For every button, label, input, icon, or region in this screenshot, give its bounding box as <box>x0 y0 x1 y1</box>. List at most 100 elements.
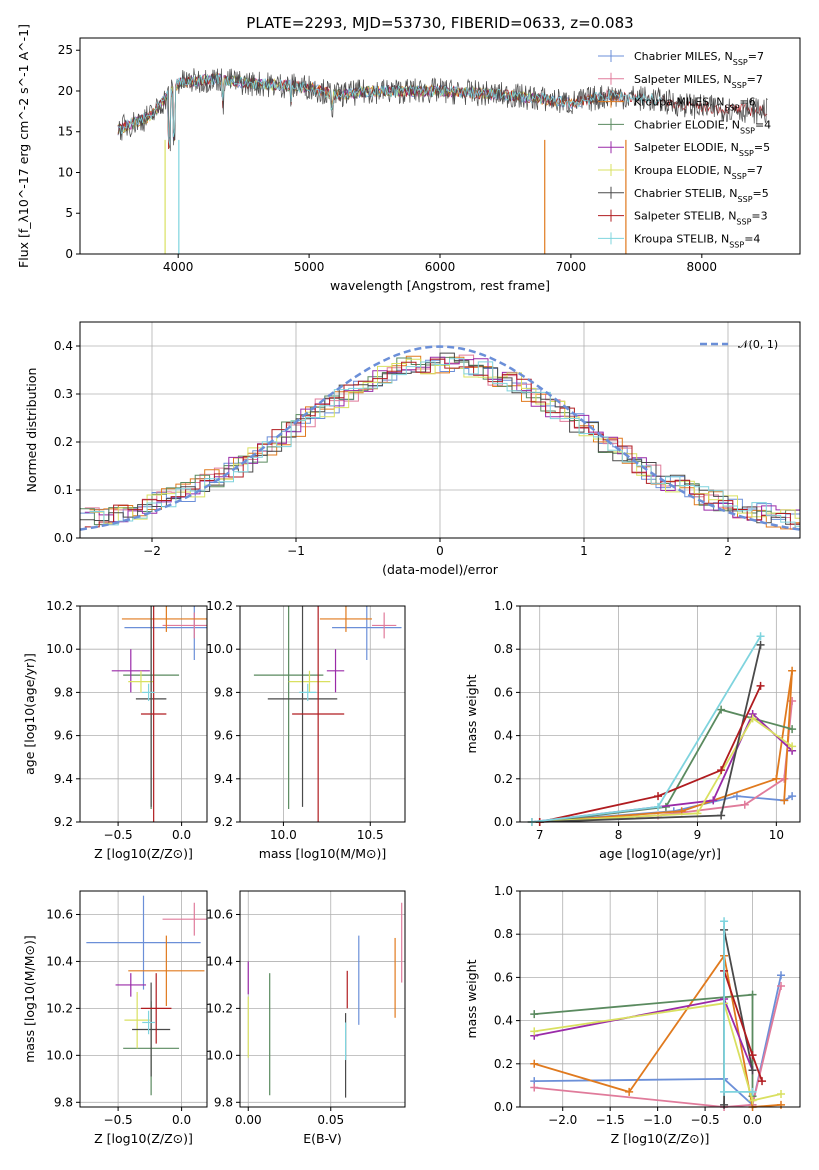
weight-vs-age-series <box>527 632 797 826</box>
weight-marker <box>748 714 757 723</box>
y-tick-label: 0.2 <box>494 1057 513 1071</box>
legend-label: Salpeter ELODIE, NSSP=5 <box>634 141 770 158</box>
weight-marker <box>625 1087 634 1096</box>
x-tick-label: 2 <box>724 544 732 558</box>
y-tick-label: 0.0 <box>494 1100 513 1114</box>
x-tick-label: 7 <box>536 828 544 842</box>
x-axis-label: Z [log10(Z/Z⊙)] <box>94 846 193 861</box>
spectrum-legend: Chabrier MILES, NSSP=7 Salpeter MILES, NS… <box>598 50 771 249</box>
mass-vs-EBV-axes: 0.00 0.05 9.8 10.0 10.2 10.4 10.6 E(B-V) <box>206 891 405 1146</box>
mass-vs-Z-points <box>86 895 207 1096</box>
weight-line <box>534 1002 782 1102</box>
x-axis-label: Z [log10(Z/Z⊙)] <box>94 1131 193 1146</box>
y-tick-label: 20 <box>58 84 73 98</box>
histogram-series <box>89 358 800 524</box>
weight-line <box>534 997 754 1071</box>
weight-marker <box>530 1027 539 1036</box>
y-tick-label: 1.0 <box>494 599 513 613</box>
x-tick-label: 4000 <box>163 260 194 274</box>
y-tick-label: 5 <box>65 206 73 220</box>
legend-subscript: SSP <box>740 126 755 135</box>
legend-label: Salpeter MILES, NSSP=7 <box>634 73 763 90</box>
weight-marker <box>748 1087 757 1096</box>
residuals-hist <box>80 345 800 531</box>
legend-count: =7 <box>747 73 763 86</box>
y-tick-label: 0.8 <box>494 927 513 941</box>
legend-subscript: SSP <box>733 58 748 67</box>
y-tick-label: 10.6 <box>46 907 73 921</box>
weight-line <box>534 985 782 1108</box>
spectrum-series <box>117 74 663 146</box>
weight-marker <box>720 1100 729 1109</box>
legend-subscript: SSP <box>732 172 747 181</box>
y-tick-label: 9.8 <box>54 685 73 699</box>
legend-subscript: SSP <box>738 194 753 203</box>
legend-count: =7 <box>747 164 763 177</box>
x-tick-label: 7000 <box>556 260 587 274</box>
y-tick-label: 0.0 <box>54 531 73 545</box>
legend-count: =4 <box>744 232 760 245</box>
weight-marker <box>772 774 781 783</box>
y-tick-label: 0.0 <box>494 815 513 829</box>
y-axis-label: age [log10(age/yr)] <box>22 653 37 775</box>
weight-marker <box>740 800 749 809</box>
y-tick-label: 9.2 <box>54 815 73 829</box>
y-tick-label: 10.2 <box>46 599 73 613</box>
y-axis-label: mass weight <box>464 674 479 753</box>
weight-marker <box>530 1010 539 1019</box>
legend-count: =3 <box>751 210 767 223</box>
x-axis-label: mass [log10(M/M⊙)] <box>259 846 387 861</box>
legend-label: 𝒩(0, 1) <box>738 338 778 351</box>
weight-marker <box>748 1096 757 1105</box>
weight-marker <box>788 742 797 751</box>
legend-subscript: SSP <box>739 149 754 158</box>
residuals-axes: −2 −1 0 1 2 0.0 0.1 0.2 0.3 0.4 (data-model)/error… <box>24 322 800 577</box>
weight-marker <box>717 811 726 820</box>
weight-marker <box>748 1066 757 1075</box>
legend-label: Kroupa ELODIE, NSSP=7 <box>634 164 763 181</box>
y-tick-label: 10.2 <box>206 599 233 613</box>
y-tick-label: 0.6 <box>494 970 513 984</box>
x-tick-label: 0.0 <box>172 1113 191 1127</box>
x-tick-label: 1 <box>580 544 588 558</box>
weight-marker <box>756 632 765 641</box>
legend-label: Chabrier MILES, NSSP=7 <box>634 50 764 67</box>
y-tick-label: 0.2 <box>494 772 513 786</box>
y-tick-label: 10.4 <box>206 954 233 968</box>
x-tick-label: 10.5 <box>357 828 384 842</box>
weight-marker <box>780 796 789 805</box>
y-tick-label: 10.0 <box>206 1048 233 1062</box>
plot-layer: 4000 5000 6000 7000 80000510152025wavelength… <box>16 24 801 1146</box>
legend-subscript: SSP <box>724 103 739 112</box>
mass-vs-EBV-points <box>247 902 403 1098</box>
legend-label: Kroupa STELIB, NSSP=4 <box>634 232 760 249</box>
y-tick-label: 10.4 <box>46 954 73 968</box>
y-tick-label: 9.8 <box>214 1095 233 1109</box>
histogram-series <box>80 356 800 526</box>
x-axis-label: (data-model)/error <box>382 562 499 577</box>
age-vs-Z-axes: −0.5 0.0 9.2 9.4 9.6 9.8 10.0 10.2 Z [log10(Z/Z⊙… <box>22 599 207 861</box>
mass-vs-Z-frame <box>79 890 208 1108</box>
weight-vs-age-frame <box>519 605 801 823</box>
legend-count: =4 <box>755 118 771 131</box>
weight-marker <box>654 802 663 811</box>
y-tick-label: 1.0 <box>494 884 513 898</box>
x-tick-label: 6000 <box>425 260 456 274</box>
weight-marker <box>777 1100 786 1109</box>
x-tick-label: −1 <box>287 544 305 558</box>
y-axis-label: mass weight <box>464 959 479 1038</box>
weight-marker <box>780 774 789 783</box>
y-tick-label: 9.6 <box>214 729 233 743</box>
x-tick-label: −0.5 <box>691 1113 720 1127</box>
weight-line <box>531 712 793 823</box>
x-axis-label: age [log10(age/yr)] <box>599 846 721 861</box>
y-tick-label: 10.6 <box>206 907 233 921</box>
spectrum-lines <box>117 68 768 254</box>
legend-label: Chabrier STELIB, NSSP=5 <box>634 187 769 204</box>
weight-vs-age-axes: 7 8 9 10 0.0 0.2 0.4 0.6 0.8 1.0 age [log10(age/yr… <box>464 599 800 861</box>
weight-vs-Z-series <box>530 917 786 1111</box>
y-tick-label: 0.4 <box>494 1014 513 1028</box>
legend-count: =5 <box>753 187 769 200</box>
residuals-frame <box>79 321 801 539</box>
weight-marker <box>732 792 741 801</box>
